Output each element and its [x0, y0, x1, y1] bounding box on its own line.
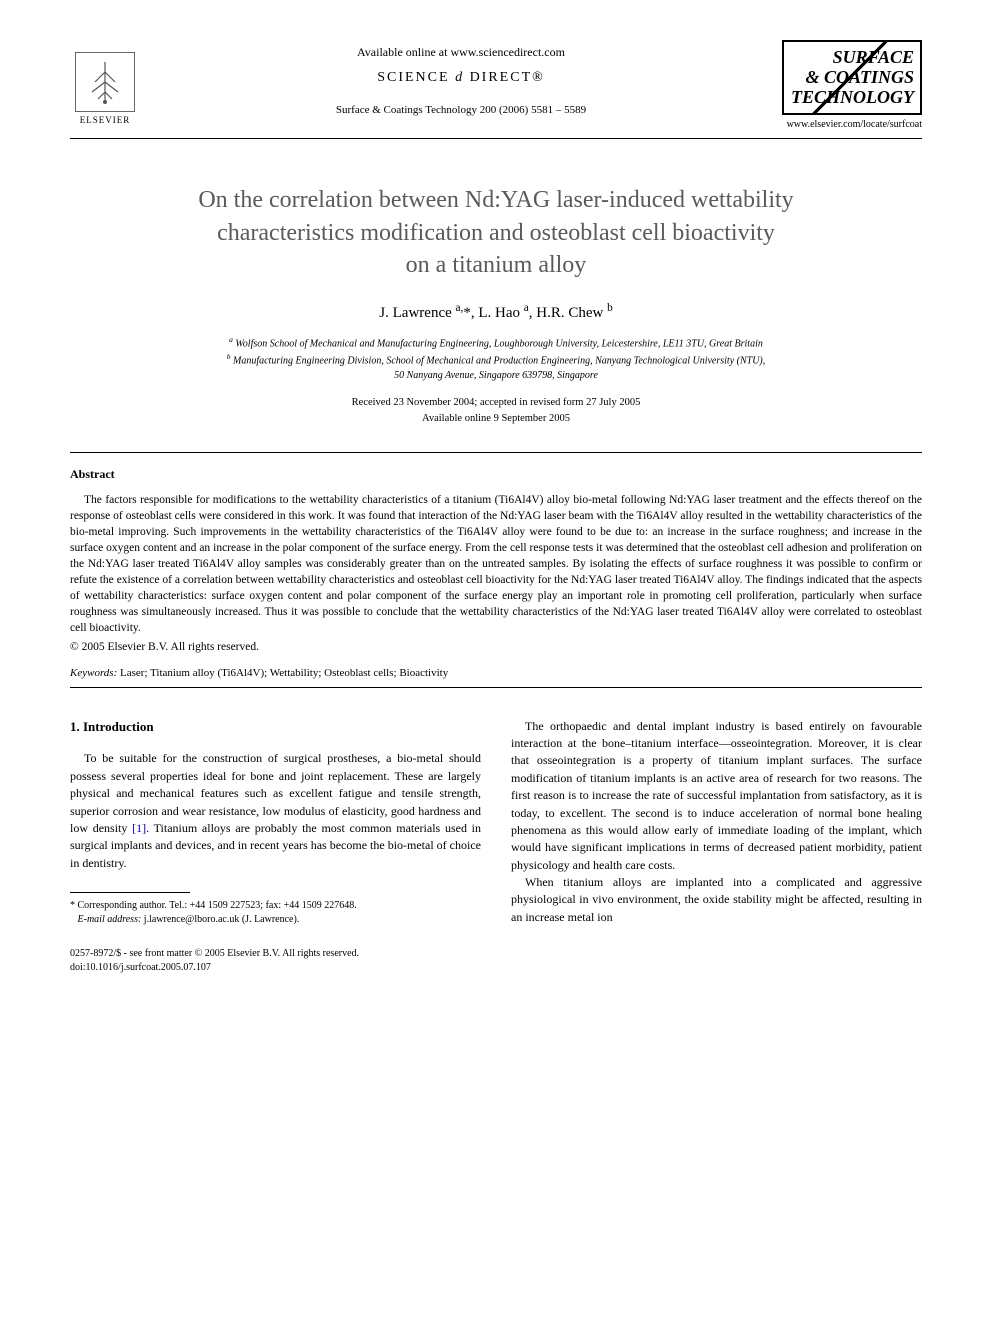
authors-line: J. Lawrence a,*, L. Hao a, H.R. Chew b	[70, 302, 922, 322]
header-rule	[70, 138, 922, 139]
online-date: Available online 9 September 2005	[422, 413, 570, 424]
affiliation-a: Wolfson School of Mechanical and Manufac…	[235, 338, 762, 349]
author3-aff: b	[607, 302, 613, 314]
title-line1: On the correlation between Nd:YAG laser-…	[198, 187, 793, 213]
article-title: On the correlation between Nd:YAG laser-…	[70, 184, 922, 281]
intro-heading: 1. Introduction	[70, 718, 481, 737]
right-column: The orthopaedic and dental implant indus…	[511, 718, 922, 976]
intro-right-para1: The orthopaedic and dental implant indus…	[511, 718, 922, 875]
footer-doi: doi:10.1016/j.surfcoat.2005.07.107	[70, 961, 481, 975]
intro-right-para2: When titanium alloys are implanted into …	[511, 874, 922, 926]
footnote-email: j.lawrence@lboro.ac.uk (J. Lawrence).	[141, 914, 299, 925]
footnote-email-line: E-mail address: j.lawrence@lboro.ac.uk (…	[70, 913, 481, 927]
footnote-rule	[70, 892, 190, 893]
sd-left: SCIENCE	[377, 70, 449, 85]
center-header: Available online at www.sciencedirect.co…	[140, 40, 782, 116]
keywords-label: Keywords:	[70, 667, 117, 679]
journal-citation: Surface & Coatings Technology 200 (2006)…	[140, 104, 782, 116]
abstract-top-rule	[70, 452, 922, 453]
affiliations: a Wolfson School of Mechanical and Manuf…	[70, 334, 922, 384]
abstract-bottom-rule	[70, 687, 922, 688]
journal-logo-line2: & COATINGS	[790, 68, 914, 88]
footnote-email-label: E-mail address:	[78, 914, 142, 925]
abstract-copyright: © 2005 Elsevier B.V. All rights reserved…	[70, 641, 922, 653]
article-dates: Received 23 November 2004; accepted in r…	[70, 395, 922, 427]
elsevier-tree-icon	[75, 52, 135, 112]
journal-url: www.elsevier.com/locate/surfcoat	[782, 119, 922, 130]
keywords-text: Laser; Titanium alloy (Ti6Al4V); Wettabi…	[117, 667, 448, 679]
elsevier-label: ELSEVIER	[80, 115, 131, 125]
sd-right: DIRECT®	[470, 70, 545, 85]
left-column: 1. Introduction To be suitable for the c…	[70, 718, 481, 976]
journal-logo-box: SURFACE & COATINGS TECHNOLOGY	[782, 40, 922, 115]
author1-corr: *	[463, 305, 471, 321]
footer-issn: 0257-8972/$ - see front matter © 2005 El…	[70, 947, 481, 961]
abstract-heading: Abstract	[70, 467, 922, 482]
sd-d-icon: d	[455, 70, 464, 86]
affiliation-b-line1: Manufacturing Engineering Division, Scho…	[233, 355, 765, 366]
science-direct-logo: SCIENCE d DIRECT®	[140, 70, 782, 86]
footnote-corr: * Corresponding author. Tel.: +44 1509 2…	[70, 899, 481, 913]
corresponding-footnote: * Corresponding author. Tel.: +44 1509 2…	[70, 899, 481, 927]
available-online-text: Available online at www.sciencedirect.co…	[140, 45, 782, 60]
author3: , H.R. Chew	[529, 305, 607, 321]
received-date: Received 23 November 2004; accepted in r…	[352, 397, 641, 408]
body-columns: 1. Introduction To be suitable for the c…	[70, 718, 922, 976]
footer-block: 0257-8972/$ - see front matter © 2005 El…	[70, 947, 481, 975]
abstract-body: The factors responsible for modification…	[70, 492, 922, 637]
author2: , L. Hao	[471, 305, 524, 321]
affiliation-b-line2: 50 Nanyang Avenue, Singapore 639798, Sin…	[394, 370, 598, 381]
journal-logo-line3: TECHNOLOGY	[790, 88, 914, 108]
page-header: ELSEVIER Available online at www.science…	[70, 40, 922, 130]
intro-para-left: To be suitable for the construction of s…	[70, 750, 481, 872]
journal-logo-block: SURFACE & COATINGS TECHNOLOGY www.elsevi…	[782, 40, 922, 130]
author1: J. Lawrence	[379, 305, 455, 321]
elsevier-logo: ELSEVIER	[70, 40, 140, 125]
journal-logo-line1: SURFACE	[790, 48, 914, 68]
keywords-line: Keywords: Laser; Titanium alloy (Ti6Al4V…	[70, 667, 922, 679]
ref-1-link[interactable]: [1]	[132, 821, 146, 835]
title-line3: on a titanium alloy	[406, 252, 587, 278]
title-line2: characteristics modification and osteobl…	[217, 220, 775, 246]
